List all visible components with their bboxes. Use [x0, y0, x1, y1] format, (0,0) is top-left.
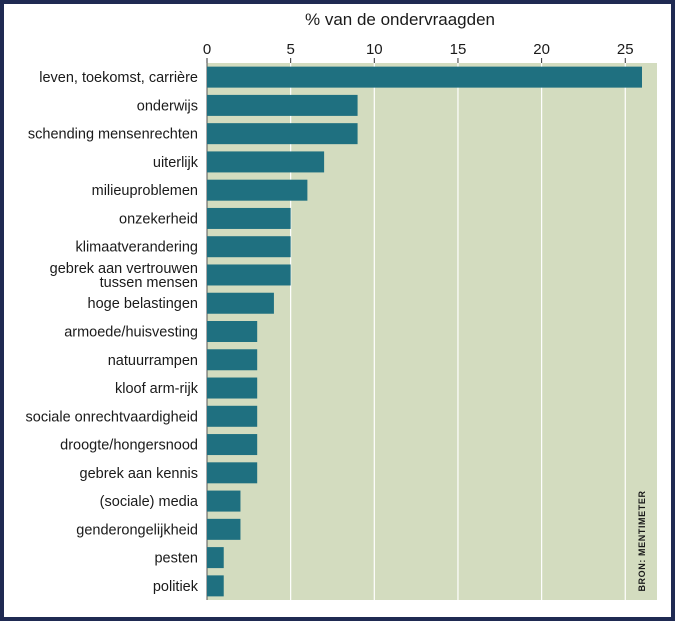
- bar: [207, 292, 274, 314]
- tick-label: 20: [533, 41, 550, 58]
- category-label: sociale onrechtvaardigheid: [26, 409, 199, 425]
- bar: [207, 518, 241, 540]
- bar: [207, 151, 325, 173]
- tick-label: 15: [450, 41, 467, 58]
- bars: [207, 66, 642, 597]
- category-label: pesten: [154, 551, 198, 567]
- tick-label: 10: [366, 41, 383, 58]
- category-label: gebrek aan vertrouwen tussen mensen: [50, 261, 198, 291]
- category-label: klimaatverandering: [75, 240, 198, 256]
- axis-title: % van de ondervraagden: [305, 10, 495, 29]
- bar: [207, 490, 241, 512]
- bar: [207, 462, 258, 484]
- bar: [207, 547, 224, 569]
- bar: [207, 349, 258, 371]
- category-label: droogte/hongersnood: [60, 438, 198, 454]
- tick-label: 25: [617, 41, 634, 58]
- bar: [207, 179, 308, 201]
- bar: [207, 377, 258, 399]
- bar: [207, 434, 258, 456]
- bar: [207, 123, 358, 145]
- bar: [207, 575, 224, 597]
- source-label: BRON: MENTIMETER: [637, 490, 647, 591]
- category-label: milieuproblemen: [92, 183, 198, 199]
- category-label: (sociale) media: [100, 494, 199, 510]
- x-axis-ticks: 0 5 10 15 20 25: [203, 41, 634, 63]
- category-label: natuurrampen: [108, 353, 198, 369]
- tick-label: 0: [203, 41, 211, 58]
- category-label: gebrek aan kennis: [80, 466, 199, 482]
- tick-label: 5: [286, 41, 294, 58]
- bar: [207, 321, 258, 342]
- bar: [207, 264, 291, 286]
- category-label: kloof arm-rijk: [115, 381, 199, 397]
- category-label: uiterlijk: [153, 155, 199, 171]
- bar: [207, 207, 291, 229]
- bar: [207, 94, 358, 116]
- bar: [207, 405, 258, 427]
- bar: [207, 236, 291, 258]
- category-label: genderongelijkheid: [76, 522, 198, 538]
- category-labels: leven, toekomst, carrière onderwijs schend…: [26, 70, 199, 595]
- category-label: leven, toekomst, carrière: [39, 70, 198, 86]
- category-label: armoede/huisvesting: [64, 325, 198, 341]
- category-label: schending mensenrechten: [28, 127, 198, 143]
- category-label: hoge belastingen: [88, 296, 198, 312]
- category-label: onderwijs: [137, 98, 198, 114]
- bar: [207, 66, 642, 88]
- category-label: politiek: [153, 579, 199, 595]
- category-label: onzekerheid: [119, 211, 198, 227]
